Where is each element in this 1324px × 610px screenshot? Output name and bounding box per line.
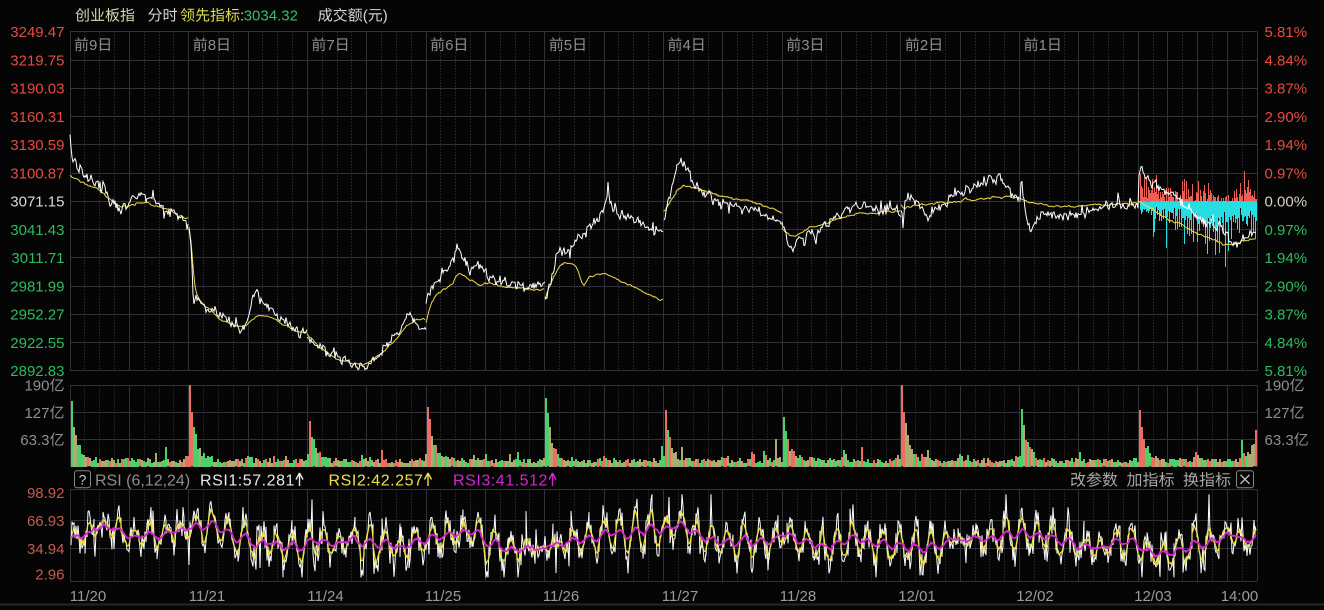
svg-text:3160.31: 3160.31: [10, 109, 64, 126]
svg-text:5.81%: 5.81%: [1265, 24, 1308, 41]
svg-text:127: 127: [24, 405, 49, 422]
svg-text:11/24: 11/24: [307, 588, 343, 605]
svg-text:2922.55: 2922.55: [10, 335, 64, 352]
svg-text:3: 3: [801, 37, 809, 54]
svg-text:3.87%: 3.87%: [1265, 307, 1308, 324]
svg-text:?: ?: [79, 472, 87, 488]
svg-text:11/20: 11/20: [70, 588, 106, 605]
svg-text:5: 5: [564, 37, 572, 54]
svg-text:11/26: 11/26: [543, 588, 579, 605]
svg-text:7: 7: [326, 37, 334, 54]
svg-text:12/01: 12/01: [898, 588, 936, 605]
svg-text:8: 8: [208, 37, 216, 54]
svg-text:2892.83: 2892.83: [10, 363, 64, 380]
svg-text:3.87%: 3.87%: [1265, 81, 1308, 98]
svg-text:190: 190: [1265, 378, 1290, 395]
svg-text:3011.71: 3011.71: [11, 250, 64, 267]
svg-text:4.84%: 4.84%: [1265, 52, 1308, 69]
svg-text:12/02: 12/02: [1016, 588, 1054, 605]
svg-text:1.94%: 1.94%: [1265, 137, 1308, 154]
svg-text:3034.32: 3034.32: [244, 8, 298, 25]
svg-text:63.3: 63.3: [20, 432, 49, 449]
svg-text:127: 127: [1265, 405, 1290, 422]
svg-text:2981.99: 2981.99: [10, 278, 64, 295]
svg-text:0.97%: 0.97%: [1265, 165, 1308, 182]
svg-text:RSI1:57.281: RSI1:57.281: [200, 473, 295, 490]
svg-text:11/28: 11/28: [780, 588, 816, 605]
svg-text:6: 6: [445, 37, 453, 54]
svg-text:1.94%: 1.94%: [1265, 250, 1308, 267]
svg-text:3130.59: 3130.59: [10, 137, 64, 154]
svg-text:3100.87: 3100.87: [10, 165, 64, 182]
svg-text:RSI2:42.257: RSI2:42.257: [329, 473, 424, 490]
svg-text:190: 190: [24, 378, 49, 395]
svg-text:98.92: 98.92: [27, 485, 65, 502]
svg-text:11/25: 11/25: [425, 588, 461, 605]
svg-text:2: 2: [920, 37, 928, 54]
svg-text:12/03: 12/03: [1134, 588, 1172, 605]
svg-text:(: (: [363, 8, 368, 25]
svg-text:): ): [383, 8, 388, 25]
svg-text:5.81%: 5.81%: [1265, 363, 1308, 380]
svg-text:3249.47: 3249.47: [10, 24, 64, 41]
svg-text:2.96: 2.96: [35, 567, 64, 584]
svg-text:0.00%: 0.00%: [1265, 194, 1308, 211]
svg-text:4.84%: 4.84%: [1265, 335, 1308, 352]
svg-text:3190.03: 3190.03: [10, 81, 64, 98]
svg-text:3219.75: 3219.75: [10, 52, 64, 69]
svg-text::: :: [240, 8, 244, 25]
svg-text:3071.15: 3071.15: [10, 194, 64, 211]
svg-text:11/21: 11/21: [189, 588, 225, 605]
svg-text:14:00: 14:00: [1221, 588, 1259, 605]
svg-text:RSI3:41.512: RSI3:41.512: [453, 473, 548, 490]
svg-text:2.90%: 2.90%: [1265, 109, 1308, 126]
svg-text:1: 1: [1039, 37, 1047, 54]
svg-text:0.97%: 0.97%: [1265, 222, 1308, 239]
svg-text:4: 4: [683, 37, 691, 54]
svg-text:2952.27: 2952.27: [10, 307, 64, 324]
svg-text:66.93: 66.93: [27, 513, 65, 530]
svg-text:RSI (6,12,24): RSI (6,12,24): [95, 473, 190, 490]
svg-text:3041.43: 3041.43: [10, 222, 64, 239]
svg-text:9: 9: [89, 37, 97, 54]
svg-text:63.3: 63.3: [1265, 432, 1294, 449]
svg-text:34.94: 34.94: [27, 541, 65, 558]
svg-text:2.90%: 2.90%: [1265, 278, 1308, 295]
svg-text:11/27: 11/27: [662, 588, 698, 605]
